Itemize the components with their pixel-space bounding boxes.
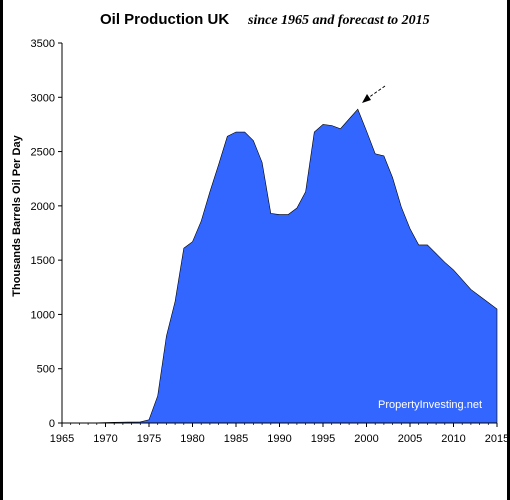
x-tick-label: 1995: [311, 433, 335, 445]
peak-arrow-head: [362, 94, 371, 103]
x-tick-layer: 1965 1970 1975 1980 1985 1990 1995 2000 2005 2010…: [50, 423, 509, 445]
peak-arrow-annotation: [362, 85, 386, 103]
y-tick-label: 1500: [31, 255, 55, 267]
y-tick-label: 2500: [31, 147, 55, 159]
y-tick-label: 500: [37, 364, 55, 376]
peak-arrow-line: [367, 85, 386, 99]
chart-title: Oil Production UK: [100, 11, 229, 28]
watermark-text: PropertyInvesting.net: [378, 399, 482, 411]
x-tick-label: 1975: [137, 433, 161, 445]
x-tick-label: 1970: [93, 433, 117, 445]
y-tick-label: 2000: [31, 201, 55, 213]
y-tick-label: 3500: [31, 38, 55, 50]
x-tick-label: 1985: [224, 433, 248, 445]
y-tick-label: 3000: [31, 92, 55, 104]
frame-edge-left: [0, 0, 3, 500]
y-tick-label: 1000: [31, 309, 55, 321]
area-layer: [61, 108, 498, 424]
x-tick-label: 2015: [485, 433, 509, 445]
chart-subtitle: since 1965 and forecast to 2015: [247, 13, 430, 28]
x-tick-label: 1965: [50, 433, 74, 445]
production-area: [61, 108, 498, 424]
x-tick-label: 1990: [267, 433, 291, 445]
x-tick-label: 1980: [180, 433, 204, 445]
x-tick-label: 2000: [354, 433, 378, 445]
y-tick-label: 0: [49, 418, 55, 430]
y-axis-label: Thousands Barrels Oil Per Day: [11, 134, 23, 296]
x-tick-label: 2010: [441, 433, 465, 445]
y-tick-layer: 0 500 1000 1500 2000 2500 3000 3500: [31, 38, 62, 430]
frame-edge-right: [507, 0, 510, 500]
x-tick-label: 2005: [398, 433, 422, 445]
